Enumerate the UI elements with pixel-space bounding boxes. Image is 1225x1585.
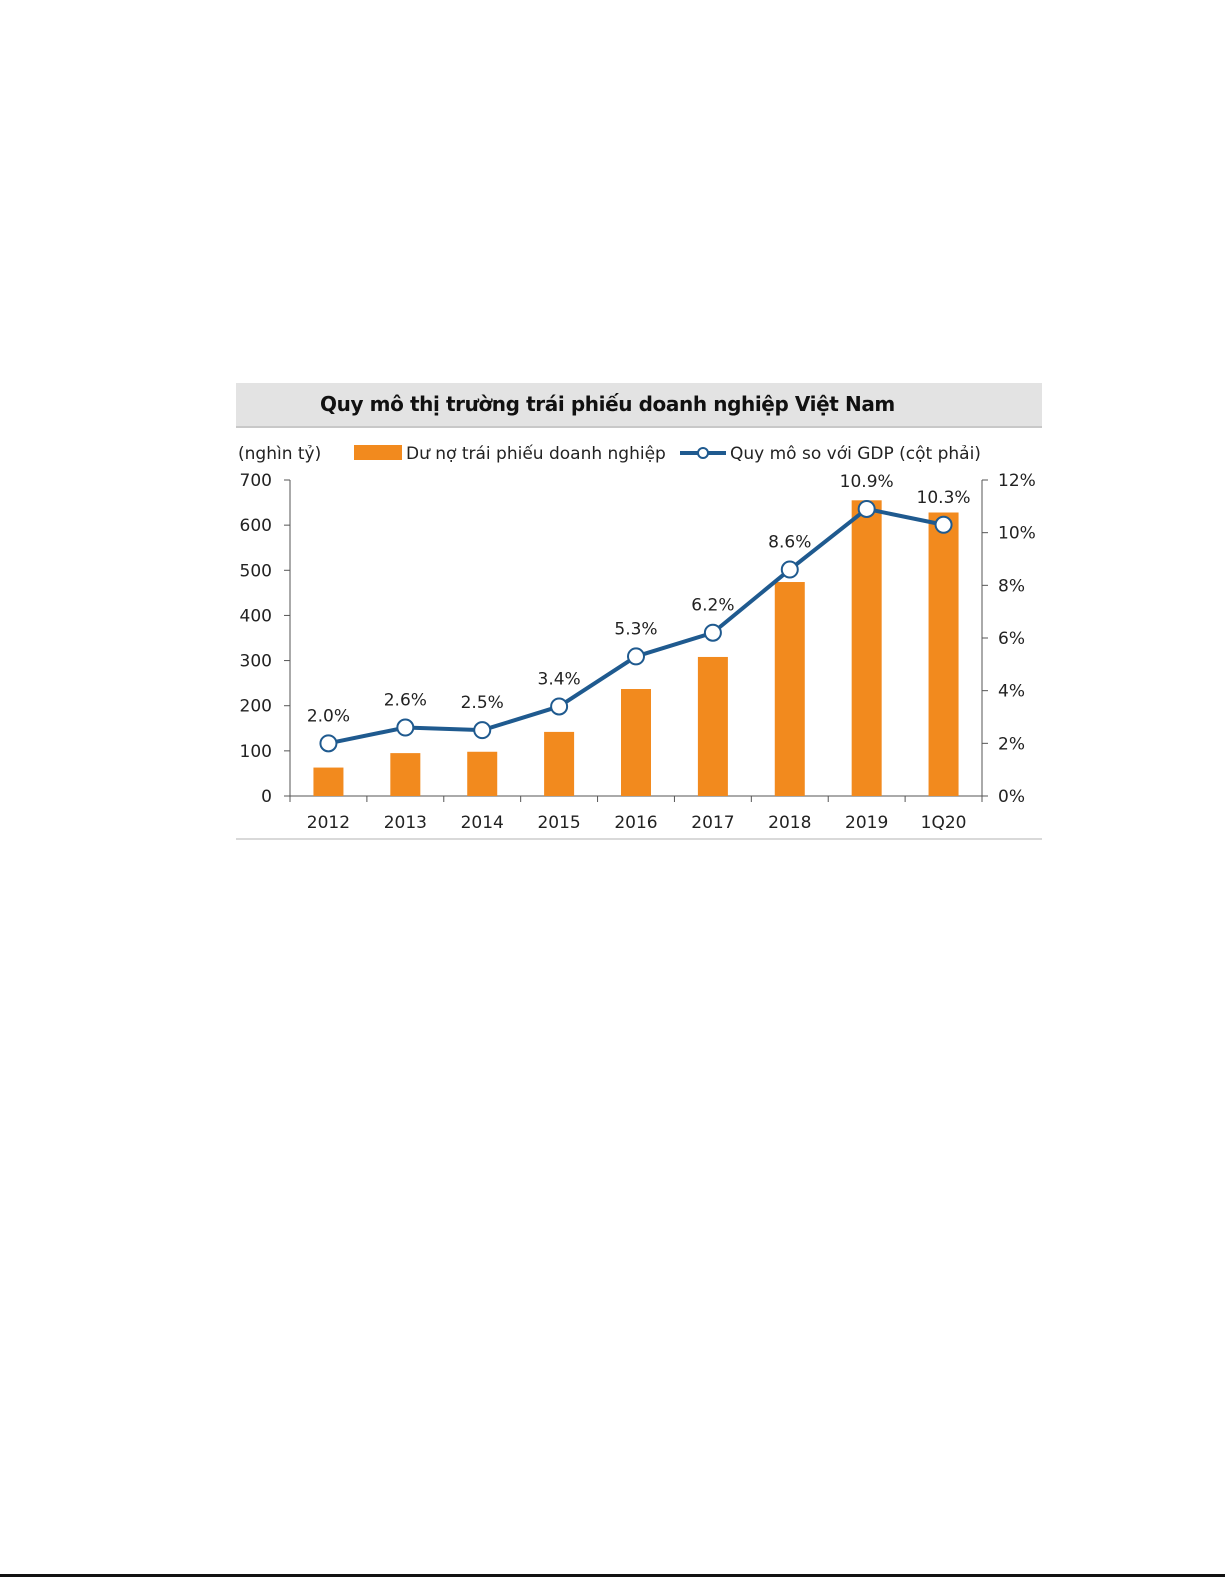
gdp-point-2019 — [857, 499, 876, 518]
y-axis-label: (nghìn tỷ) — [238, 444, 321, 464]
gdp-data-label: 8.6% — [768, 533, 811, 553]
bar-1Q20 — [928, 512, 959, 796]
legend-bar-swatch — [354, 445, 402, 460]
y2-tick-label: 6% — [998, 629, 1025, 649]
legend-line-label: Quy mô so với GDP (cột phải) — [730, 444, 981, 464]
page-bottom-rule — [0, 1574, 1225, 1577]
bar-2012 — [313, 767, 344, 796]
bar-2018 — [774, 582, 805, 796]
gdp-point-2013 — [396, 718, 415, 737]
y-tick-label: 100 — [240, 742, 272, 762]
y2-tick-label: 12% — [998, 471, 1036, 491]
gdp-data-label: 2.5% — [461, 693, 504, 713]
x-tick-label: 2019 — [845, 813, 888, 833]
y2-tick-label: 4% — [998, 682, 1025, 702]
bar-2015 — [544, 731, 575, 796]
bar-2019 — [851, 500, 882, 796]
y2-tick-label: 0% — [998, 787, 1025, 807]
x-tick-label: 1Q20 — [921, 813, 967, 833]
gdp-data-label: 10.9% — [840, 472, 894, 492]
y2-tick-label: 2% — [998, 734, 1025, 754]
gdp-data-label: 6.2% — [691, 596, 734, 616]
y-tick-label: 700 — [240, 471, 272, 491]
gdp-point-2012 — [319, 734, 338, 753]
bar-2013 — [390, 753, 421, 796]
gdp-point-2014 — [473, 721, 492, 740]
gdp-point-2018 — [780, 560, 799, 579]
y-tick-label: 500 — [240, 561, 272, 581]
y-tick-label: 200 — [240, 697, 272, 717]
gdp-data-label: 10.3% — [917, 488, 971, 508]
legend-bar-label: Dư nợ trái phiếu doanh nghiệp — [406, 443, 666, 464]
x-tick-label: 2014 — [461, 813, 504, 833]
gdp-data-label: 3.4% — [538, 669, 581, 689]
x-tick-label: 2017 — [691, 813, 734, 833]
gdp-point-2016 — [627, 647, 645, 666]
gdp-point-2015 — [550, 697, 569, 716]
bar-2017 — [697, 656, 728, 796]
gdp-data-label: 5.3% — [614, 619, 657, 639]
legend-line-marker — [697, 447, 709, 459]
y-tick-label: 600 — [240, 516, 272, 536]
title-band: Quy mô thị trường trái phiếu doanh nghiệ… — [236, 383, 1042, 428]
gdp-point-1Q20 — [934, 515, 953, 534]
bar-2014 — [467, 751, 498, 796]
x-tick-label: 2013 — [384, 813, 427, 833]
y2-tick-label: 10% — [998, 524, 1036, 544]
x-tick-label: 2016 — [614, 813, 657, 833]
y-tick-label: 400 — [240, 606, 272, 626]
bar-2016 — [621, 689, 651, 796]
gdp-data-label: 2.0% — [307, 706, 350, 726]
chart-frame: Quy mô thị trường trái phiếu doanh nghiệ… — [236, 383, 1042, 840]
y2-tick-label: 8% — [998, 576, 1025, 596]
x-tick-label: 2018 — [768, 813, 811, 833]
y-tick-label: 300 — [240, 652, 272, 672]
x-tick-label: 2015 — [537, 813, 580, 833]
x-tick-label: 2012 — [307, 813, 350, 833]
y-tick-label: 0 — [261, 787, 272, 807]
chart-title: Quy mô thị trường trái phiếu doanh nghiệ… — [320, 392, 895, 416]
gdp-point-2017 — [703, 623, 722, 642]
gdp-data-label: 2.6% — [384, 691, 427, 711]
chart-plot: (nghìn tỷ) Dư nợ trái phiếu doanh nghiệp Q… — [238, 443, 1036, 833]
